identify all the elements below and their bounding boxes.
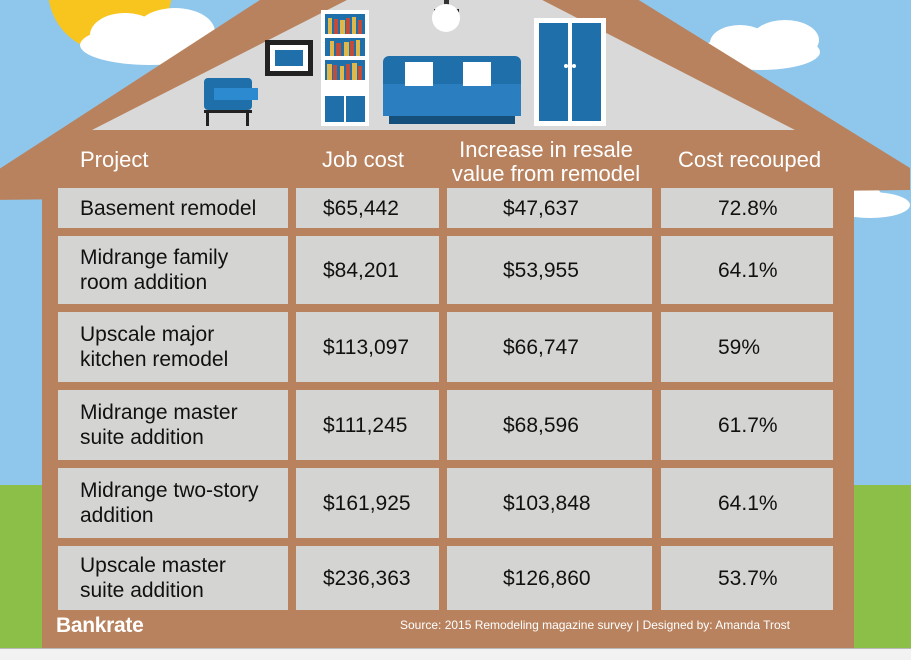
table-cell-project: Midrange family room addition (58, 236, 288, 304)
lamp-icon (432, 0, 460, 32)
table-cell-increase: $47,637 (447, 188, 652, 228)
table-cell-increase: $53,955 (447, 236, 652, 304)
header-cost-recouped: Cost recouped (678, 147, 822, 172)
page-bottom-bar (0, 648, 911, 660)
picture-frame-icon (265, 40, 313, 76)
table-cell-recouped: 53.7% (661, 546, 833, 610)
table-cell-increase: $103,848 (447, 468, 652, 538)
source-credit: Source: 2015 Remodeling magazine survey … (400, 618, 790, 632)
table-cell-recouped: 59% (661, 312, 833, 382)
table-cell-increase: $66,747 (447, 312, 652, 382)
table-cell-increase: $68,596 (447, 390, 652, 460)
table-cell-recouped: 72.8% (661, 188, 833, 228)
bookshelf-icon (321, 10, 369, 126)
table-cell-project: Midrange two-story addition (58, 468, 288, 538)
table-cell-job-cost: $113,097 (296, 312, 439, 382)
armchair-icon (204, 78, 258, 126)
table-cell-recouped: 64.1% (661, 468, 833, 538)
table-cell-project: Midrange master suite addition (58, 390, 288, 460)
header-project: Project (80, 147, 149, 172)
table-cell-job-cost: $84,201 (296, 236, 439, 304)
table-cell-project: Basement remodel (58, 188, 288, 228)
sofa-icon (383, 56, 521, 124)
table-cell-increase: $126,860 (447, 546, 652, 610)
header-job-cost: Job cost (322, 147, 404, 172)
table-cell-job-cost: $65,442 (296, 188, 439, 228)
table-cell-project: Upscale master suite addition (58, 546, 288, 610)
table-cell-project: Upscale major kitchen remodel (58, 312, 288, 382)
wardrobe-icon (534, 18, 606, 126)
table-cell-job-cost: $161,925 (296, 468, 439, 538)
bankrate-logo: Bankrate (56, 614, 144, 637)
header-increase: Increase in resale value from remodel (451, 137, 641, 186)
table-cell-job-cost: $111,245 (296, 390, 439, 460)
table-cell-recouped: 64.1% (661, 236, 833, 304)
table-cell-recouped: 61.7% (661, 390, 833, 460)
table-cell-job-cost: $236,363 (296, 546, 439, 610)
